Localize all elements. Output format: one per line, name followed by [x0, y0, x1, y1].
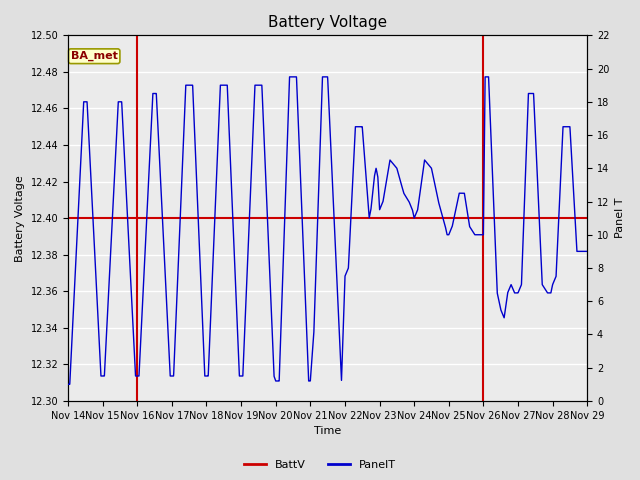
Text: BA_met: BA_met — [71, 51, 118, 61]
Title: Battery Voltage: Battery Voltage — [268, 15, 387, 30]
Y-axis label: Battery Voltage: Battery Voltage — [15, 175, 25, 262]
Y-axis label: Panel T: Panel T — [615, 198, 625, 239]
Legend: BattV, PanelT: BattV, PanelT — [239, 456, 401, 474]
X-axis label: Time: Time — [314, 426, 341, 436]
